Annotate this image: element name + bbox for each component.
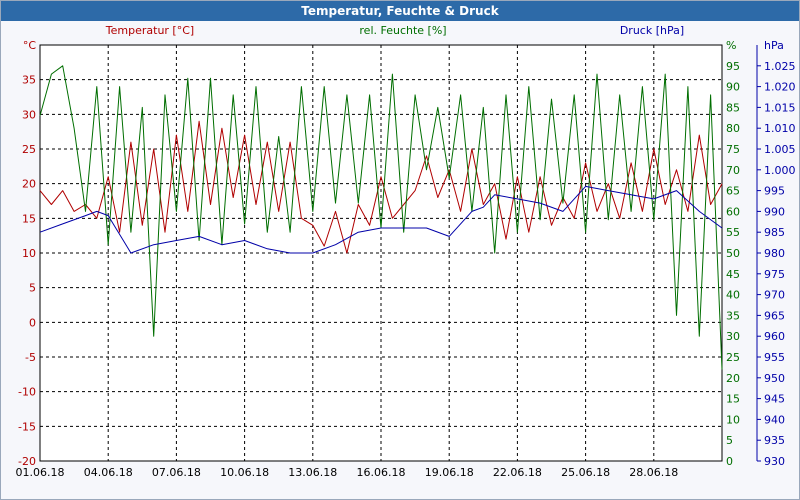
y-humidity-tick-label: 15 [726,393,740,406]
y-humidity-tick-label: 10 [726,413,740,426]
y-humidity-tick-label: 90 [726,81,740,94]
y-pressure-tick-label: 945 [764,393,785,406]
humidity-axis-title: rel. Feuchte [%] [359,24,446,37]
axis-titles: °C% hPa Temperatur [°C] rel. Feuchte [%] Dru… [23,24,784,52]
y-left-unit: °C [23,39,37,52]
y-left-tick-label: 20 [22,178,36,191]
y-pressure-tick-label: 930 [764,455,785,468]
y-left-tick-label: -20 [18,455,36,468]
axes-layer: 01.06.18 04.06.18 07.06.18 10.06.18 13.06.18… [16,45,796,479]
y-humidity-tick-label: 55 [726,226,740,239]
y-pressure-unit: hPa [764,39,784,52]
y-humidity-tick-label: 25 [726,351,740,364]
y-left-tick-label: 10 [22,247,36,260]
y-pressure-tick-label: 980 [764,247,785,260]
y-left-tick-label: 25 [22,143,36,156]
y-left-tick-label: 30 [22,108,36,121]
y-humidity-tick-label: 35 [726,309,740,322]
y-humidity-tick-label: 20 [726,372,740,385]
y-left-tick-label: 35 [22,74,36,87]
y-pressure-tick-label: 1.020 [764,81,796,94]
y-pressure-tick-label: 995 [764,185,785,198]
x-tick-label: 01.06.18 [16,466,65,479]
y-left-tick-label: -5 [25,351,36,364]
y-pressure-tick-label: 990 [764,205,785,218]
y-humidity-tick-label: 0 [726,455,733,468]
y-pressure-tick-label: 950 [764,372,785,385]
y-pressure-tick-label: 960 [764,330,785,343]
y-pressure-tick-label: 1.010 [764,122,796,135]
y-humidity-tick-label: 70 [726,164,740,177]
plot-area [39,44,723,462]
temperature-line [39,120,723,254]
x-tick-label: 28.06.18 [629,466,678,479]
y-pressure-tick-label: 940 [764,413,785,426]
y-left-tick-label: -10 [18,386,36,399]
y-left-tick-label: 5 [29,282,36,295]
y-pressure-tick-label: 955 [764,351,785,364]
y-humidity-tick-label: 60 [726,205,740,218]
x-tick-label: 19.06.18 [425,466,474,479]
x-tick-label: 04.06.18 [84,466,133,479]
x-tick-label: 13.06.18 [288,466,337,479]
x-tick-label: 07.06.18 [152,466,201,479]
y-humidity-tick-label: 30 [726,330,740,343]
y-pressure-tick-label: 1.015 [764,101,796,114]
temperature-axis-title: Temperatur [°C] [105,24,194,37]
pressure-line [39,185,723,254]
y-left-tick-label: -15 [18,420,36,433]
y-humidity-tick-label: 80 [726,122,740,135]
series-layer [39,65,723,370]
y-pressure-tick-label: 1.000 [764,164,796,177]
y-pressure-tick-label: 1.005 [764,143,796,156]
y-pressure-tick-label: 1.025 [764,60,796,73]
y-humidity-tick-label: 95 [726,60,740,73]
y-humidity-tick-label: 65 [726,185,740,198]
y-humidity-tick-label: 50 [726,247,740,260]
x-tick-label: 16.06.18 [357,466,406,479]
y-pressure-tick-label: 985 [764,226,785,239]
y-humidity-tick-label: 75 [726,143,740,156]
x-tick-label: 22.06.18 [493,466,542,479]
y-humidity-tick-label: 85 [726,101,740,114]
pressure-axis-title: Druck [hPa] [620,24,684,37]
y-humidity-tick-label: 5 [726,434,733,447]
x-tick-label: 25.06.18 [561,466,610,479]
y-left-tick-label: 15 [22,212,36,225]
chart-title: Temperatur, Feuchte & Druck [1,1,799,21]
y-pressure-tick-label: 975 [764,268,785,281]
y-pressure-tick-label: 935 [764,434,785,447]
y-pressure-tick-label: 970 [764,289,785,302]
y-pressure-tick-label: 965 [764,309,785,322]
y-left-tick-label: 0 [29,316,36,329]
y-humidity-unit: % [726,39,736,52]
y-humidity-tick-label: 45 [726,268,740,281]
x-tick-label: 10.06.18 [220,466,269,479]
y-humidity-tick-label: 40 [726,289,740,302]
